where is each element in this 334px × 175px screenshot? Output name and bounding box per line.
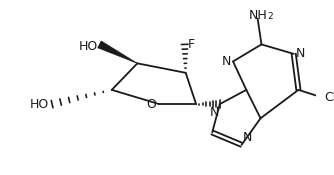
Text: N: N xyxy=(222,55,231,68)
Text: N: N xyxy=(296,47,305,60)
Text: O: O xyxy=(146,98,156,111)
Text: F: F xyxy=(188,38,195,51)
Text: 2: 2 xyxy=(267,12,273,21)
Text: NH: NH xyxy=(248,9,267,22)
Text: HO: HO xyxy=(78,40,98,53)
Text: HO: HO xyxy=(30,98,49,111)
Text: N: N xyxy=(209,106,219,119)
Text: N: N xyxy=(242,131,252,144)
Text: Cl: Cl xyxy=(324,91,334,104)
Polygon shape xyxy=(98,41,137,63)
